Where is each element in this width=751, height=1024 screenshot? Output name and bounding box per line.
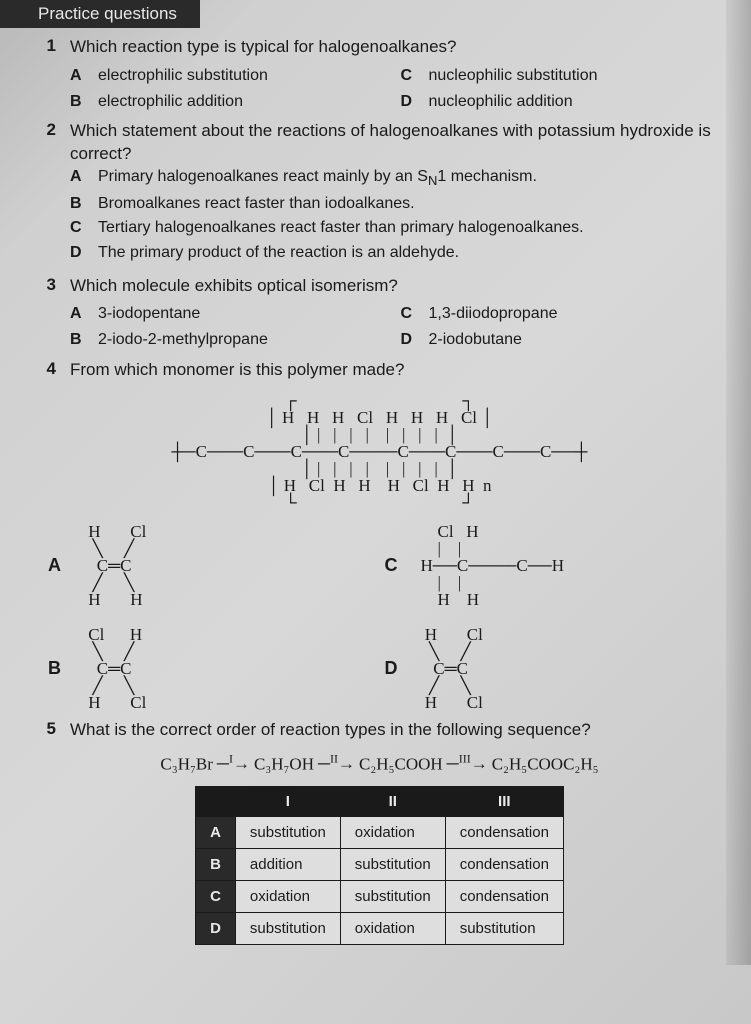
q2-options: A Primary halogenoalkanes react mainly by… bbox=[70, 166, 721, 264]
section-header: Practice questions bbox=[0, 0, 200, 28]
opt-label: A bbox=[48, 555, 66, 576]
opt-text: nucleophilic addition bbox=[429, 91, 573, 113]
opt-label: A bbox=[70, 303, 86, 325]
opt-text: nucleophilic substitution bbox=[429, 65, 598, 87]
col-header: III bbox=[445, 787, 563, 817]
q-text: Which statement about the reactions of h… bbox=[70, 120, 721, 166]
cell: addition bbox=[235, 849, 340, 881]
opt-label: B bbox=[48, 658, 66, 679]
cell: substitution bbox=[445, 913, 563, 945]
col-header: II bbox=[340, 787, 445, 817]
opt-label: C bbox=[70, 217, 86, 239]
reaction-sequence: C₃H₇Br─I→C₃H₇OH─II→C₂H₅COOH─III→C₂H₅COOC… bbox=[38, 752, 721, 775]
opt-text: 2-iodobutane bbox=[429, 329, 522, 351]
opt-label: D bbox=[401, 329, 417, 351]
cell: substitution bbox=[235, 817, 340, 849]
opt-label: A bbox=[70, 65, 86, 87]
opt-label: C bbox=[401, 303, 417, 325]
opt-label: C bbox=[401, 65, 417, 87]
q-text: What is the correct order of reaction ty… bbox=[70, 719, 721, 742]
structure-c: Cl H | | H──C────C──H | | H H bbox=[421, 523, 565, 608]
opt-label: D bbox=[70, 242, 86, 264]
table-row: D substitution oxidation substitution bbox=[196, 913, 564, 945]
opt-label: C bbox=[385, 555, 403, 576]
question-2: 2 Which statement about the reactions of… bbox=[38, 120, 721, 266]
opt-text: electrophilic substitution bbox=[98, 65, 268, 87]
structure-b: Cl H ╲ ╱ C═C ╱ ╲ H Cl bbox=[84, 626, 146, 711]
opt-label: D bbox=[401, 91, 417, 113]
opt-text: Bromoalkanes react faster than iodoalkan… bbox=[98, 193, 415, 215]
opt-label: B bbox=[70, 329, 86, 351]
row-label: D bbox=[196, 913, 236, 945]
cell: substitution bbox=[235, 913, 340, 945]
question-1: 1 Which reaction type is typical for hal… bbox=[38, 36, 721, 112]
table-row: B addition substitution condensation bbox=[196, 849, 564, 881]
structure-d: H Cl ╲ ╱ C═C ╱ ╲ H Cl bbox=[421, 626, 483, 711]
opt-text: 3-iodopentane bbox=[98, 303, 200, 325]
row-label: B bbox=[196, 849, 236, 881]
opt-text: 1,3-diiodopropane bbox=[429, 303, 558, 325]
q-number: 1 bbox=[38, 36, 56, 56]
opt-label: B bbox=[70, 193, 86, 215]
cell: oxidation bbox=[340, 913, 445, 945]
q1-options: Aelectrophilic substitution Cnucleophili… bbox=[70, 65, 721, 112]
monomer-options: A H Cl ╲ ╱ C═C ╱ ╲ H H C Cl H | | H──C──… bbox=[48, 523, 691, 711]
opt-label: A bbox=[70, 166, 86, 190]
cell: oxidation bbox=[340, 817, 445, 849]
cell: condensation bbox=[445, 881, 563, 913]
q-number: 4 bbox=[38, 359, 56, 379]
structure-a: H Cl ╲ ╱ C═C ╱ ╲ H H bbox=[84, 523, 146, 608]
cell: oxidation bbox=[235, 881, 340, 913]
q-text: From which monomer is this polymer made? bbox=[70, 359, 721, 382]
q-number: 2 bbox=[38, 120, 56, 140]
question-5: 5 What is the correct order of reaction … bbox=[38, 719, 721, 742]
question-3: 3 Which molecule exhibits optical isomer… bbox=[38, 275, 721, 351]
row-label: C bbox=[196, 881, 236, 913]
opt-text: Tertiary halogenoalkanes react faster th… bbox=[98, 217, 584, 239]
q-text: Which molecule exhibits optical isomeris… bbox=[70, 275, 721, 298]
opt-text: electrophilic addition bbox=[98, 91, 243, 113]
question-4: 4 From which monomer is this polymer mad… bbox=[38, 359, 721, 382]
q3-options: A 3-iodopentane C 1,3-diiodopropane B 2-iod… bbox=[70, 303, 721, 350]
cell: condensation bbox=[445, 817, 563, 849]
q-number: 5 bbox=[38, 719, 56, 739]
polymer-structure: ┌ ┐ │ H H H Cl H H H Cl │ │ | | | | | | … bbox=[120, 392, 640, 511]
col-header: I bbox=[235, 787, 340, 817]
cell: substitution bbox=[340, 849, 445, 881]
answer-table: I II III A substitution oxidation conden… bbox=[195, 786, 564, 945]
cell: condensation bbox=[445, 849, 563, 881]
cell: substitution bbox=[340, 881, 445, 913]
opt-text: 2-iodo-2-methylpropane bbox=[98, 329, 268, 351]
opt-label: B bbox=[70, 91, 86, 113]
q-text: Which reaction type is typical for halog… bbox=[70, 36, 721, 59]
opt-text: Primary halogenoalkanes react mainly by … bbox=[98, 166, 537, 190]
table-row: C oxidation substitution condensation bbox=[196, 881, 564, 913]
row-label: A bbox=[196, 817, 236, 849]
opt-label: D bbox=[385, 658, 403, 679]
q-number: 3 bbox=[38, 275, 56, 295]
opt-text: The primary product of the reaction is a… bbox=[98, 242, 459, 264]
table-row: A substitution oxidation condensation bbox=[196, 817, 564, 849]
